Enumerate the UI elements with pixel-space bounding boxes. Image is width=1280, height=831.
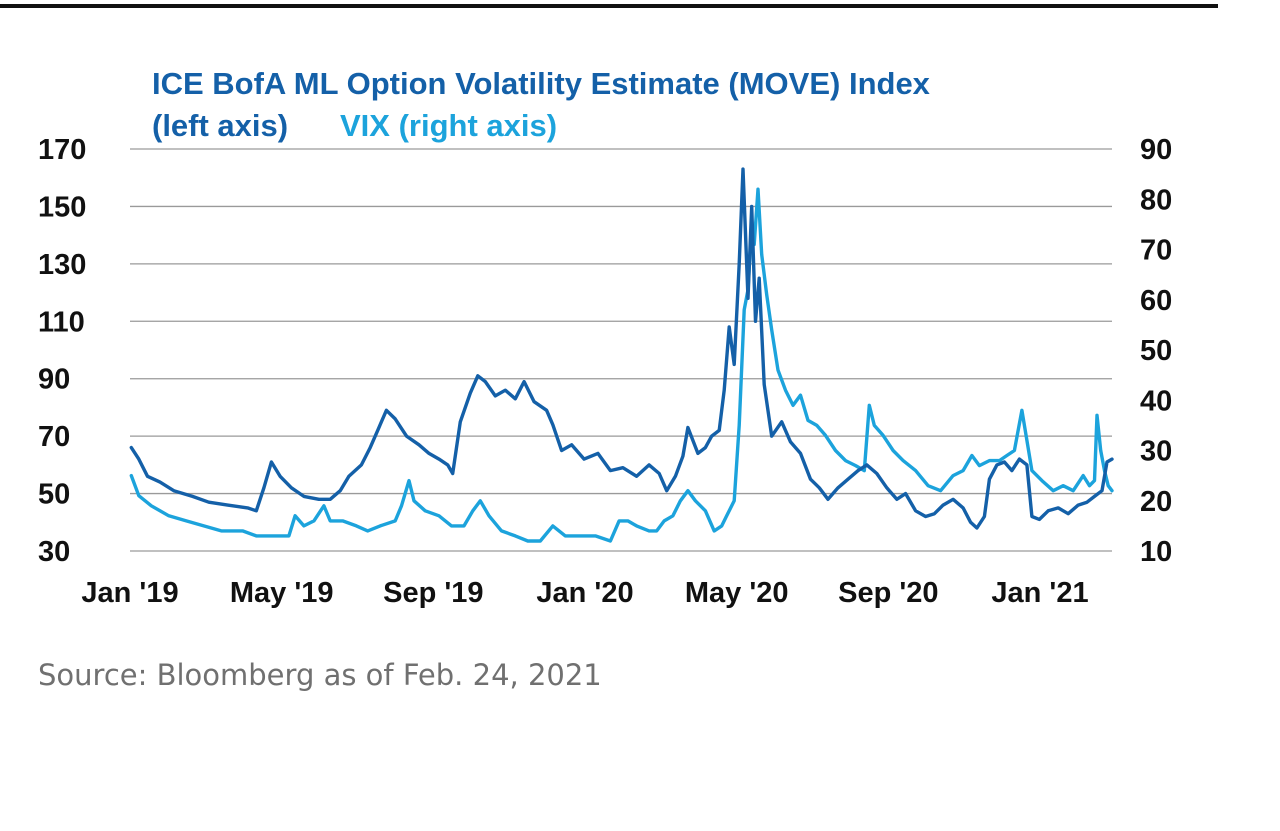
x-tick-label: Jan '21 bbox=[991, 577, 1088, 609]
right-tick-label: 20 bbox=[1140, 486, 1172, 518]
chart-title: ICE BofA ML Option Volatility Estimate (… bbox=[152, 66, 931, 101]
left-axis-ticks: 30 50 70 90 110 130 150 170 bbox=[38, 134, 86, 568]
right-tick-label: 40 bbox=[1140, 385, 1172, 417]
x-tick-label: May '19 bbox=[230, 577, 334, 609]
x-tick-label: Sep '20 bbox=[838, 577, 938, 609]
right-tick-label: 30 bbox=[1140, 436, 1172, 468]
gridlines bbox=[130, 148, 1112, 552]
left-tick-label: 30 bbox=[38, 536, 70, 568]
left-tick-label: 50 bbox=[38, 479, 70, 511]
move-series-line bbox=[129, 167, 1114, 530]
right-tick-label: 10 bbox=[1140, 536, 1172, 568]
right-axis-ticks: 10 20 30 40 50 60 70 80 90 bbox=[1140, 134, 1172, 568]
right-tick-label: 90 bbox=[1140, 134, 1172, 166]
left-tick-label: 110 bbox=[38, 306, 85, 338]
chart-svg: ICE BofA ML Option Volatility Estimate (… bbox=[38, 66, 1172, 609]
x-tick-label: Jan '20 bbox=[536, 577, 633, 609]
legend-vix-label: VIX (right axis) bbox=[340, 108, 557, 143]
top-rule bbox=[0, 4, 1218, 8]
chart: ICE BofA ML Option Volatility Estimate (… bbox=[38, 66, 1172, 609]
left-tick-label: 170 bbox=[38, 134, 86, 166]
x-tick-label: Sep '19 bbox=[383, 577, 483, 609]
source-note: Source: Bloomberg as of Feb. 24, 2021 bbox=[38, 658, 602, 692]
left-tick-label: 130 bbox=[38, 249, 86, 281]
x-axis-ticks: Jan '19 May '19 Sep '19 Jan '20 May '20 Sep '… bbox=[81, 577, 1088, 609]
series-layer bbox=[129, 167, 1114, 543]
right-tick-label: 70 bbox=[1140, 235, 1172, 267]
left-tick-label: 70 bbox=[38, 421, 70, 453]
left-tick-label: 150 bbox=[38, 191, 86, 223]
x-tick-label: May '20 bbox=[685, 577, 789, 609]
legend-move-label: (left axis) bbox=[152, 108, 288, 143]
right-tick-label: 60 bbox=[1140, 285, 1172, 317]
vix-series-line bbox=[129, 187, 1114, 543]
x-tick-label: Jan '19 bbox=[81, 577, 178, 609]
right-tick-label: 80 bbox=[1140, 184, 1172, 216]
right-tick-label: 50 bbox=[1140, 335, 1172, 367]
left-tick-label: 90 bbox=[38, 364, 70, 396]
